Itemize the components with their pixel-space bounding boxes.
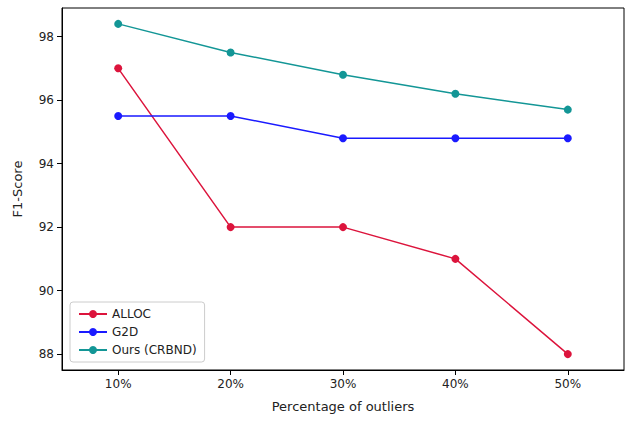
svg-text:40%: 40% [442,377,469,391]
svg-text:98: 98 [39,30,54,44]
svg-text:92: 92 [39,220,54,234]
svg-text:94: 94 [39,157,54,171]
svg-text:90: 90 [39,284,54,298]
svg-text:Ours (CRBND): Ours (CRBND) [112,343,197,357]
svg-text:F1-Score: F1-Score [10,161,25,218]
svg-text:96: 96 [39,93,54,107]
svg-text:20%: 20% [217,377,244,391]
svg-text:Percentage of outliers: Percentage of outliers [272,399,415,414]
svg-text:ALLOC: ALLOC [112,307,151,321]
svg-text:88: 88 [39,347,54,361]
svg-text:50%: 50% [554,377,581,391]
svg-text:G2D: G2D [112,325,138,339]
svg-text:30%: 30% [330,377,357,391]
svg-text:10%: 10% [105,377,132,391]
